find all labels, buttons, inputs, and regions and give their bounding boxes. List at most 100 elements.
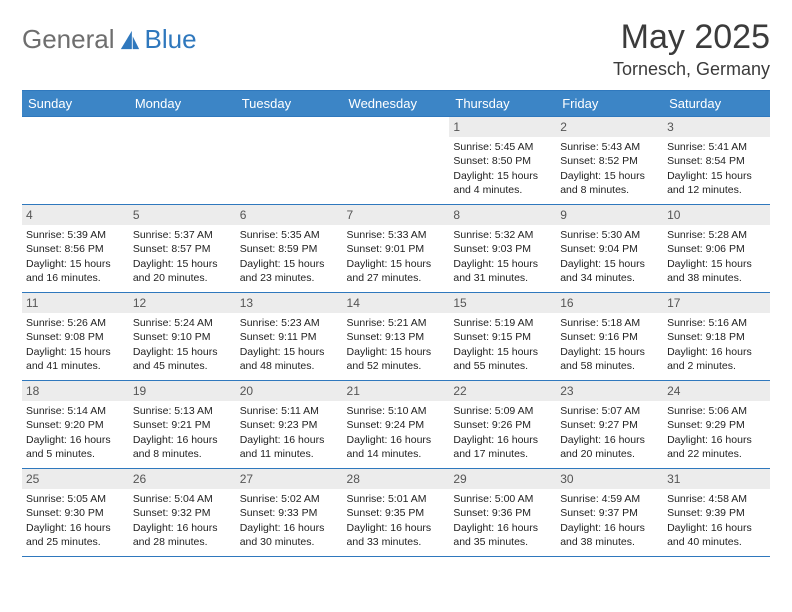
sunset-line: Sunset: 9:11 PM: [240, 330, 339, 344]
daylight-line: Daylight: 15 hours and 8 minutes.: [560, 169, 659, 197]
sunrise-line: Sunrise: 5:06 AM: [667, 404, 766, 418]
sunrise-line: Sunrise: 5:23 AM: [240, 316, 339, 330]
sunrise-line: Sunrise: 5:04 AM: [133, 492, 232, 506]
sunrise-line: Sunrise: 5:09 AM: [453, 404, 552, 418]
calendar-cell: 15 Sunrise: 5:19 AMSunset: 9:15 PMDayligh…: [449, 293, 556, 381]
day-number: 14: [343, 293, 450, 313]
daylight-line: Daylight: 16 hours and 2 minutes.: [667, 345, 766, 373]
sunset-line: Sunset: 8:52 PM: [560, 154, 659, 168]
sunset-line: Sunset: 9:16 PM: [560, 330, 659, 344]
sunrise-line: Sunrise: 5:28 AM: [667, 228, 766, 242]
calendar-cell: 16 Sunrise: 5:18 AMSunset: 9:16 PMDayligh…: [556, 293, 663, 381]
day-number: 5: [129, 205, 236, 225]
day-number: 9: [556, 205, 663, 225]
calendar-cell: 22Sunrise: 5:09 AMSunset: 9:26 PMDayligh…: [449, 381, 556, 469]
day-number: 24: [663, 381, 770, 401]
daylight-line: Daylight: 16 hours and 8 minutes.: [133, 433, 232, 461]
sunset-line: Sunset: 9:13 PM: [347, 330, 446, 344]
day-number: 8: [449, 205, 556, 225]
day-number: 22: [449, 381, 556, 401]
day-number: 26: [129, 469, 236, 489]
sunset-line: Sunset: 9:21 PM: [133, 418, 232, 432]
sunset-line: Sunset: 9:01 PM: [347, 242, 446, 256]
weekday-header: Friday: [556, 91, 663, 117]
calendar-cell: 2Sunrise: 5:43 AMSunset: 8:52 PMDaylight…: [556, 117, 663, 205]
day-number: 17: [663, 293, 770, 313]
day-number: 30: [556, 469, 663, 489]
daylight-line: Daylight: 15 hours and 16 minutes.: [26, 257, 125, 285]
daylight-line: Daylight: 15 hours and 12 minutes.: [667, 169, 766, 197]
day-number: 20: [236, 381, 343, 401]
sunrise-line: Sunrise: 5:01 AM: [347, 492, 446, 506]
logo: General Blue: [22, 24, 197, 55]
sunrise-line: Sunrise: 5:00 AM: [453, 492, 552, 506]
daylight-line: Daylight: 16 hours and 5 minutes.: [26, 433, 125, 461]
sunrise-line: Sunrise: 5:07 AM: [560, 404, 659, 418]
calendar-cell: 29Sunrise: 5:00 AMSunset: 9:36 PMDayligh…: [449, 469, 556, 557]
calendar-table: Sunday Monday Tuesday Wednesday Thursday…: [22, 90, 770, 557]
daylight-line: Daylight: 15 hours and 4 minutes.: [453, 169, 552, 197]
calendar-cell: 13Sunrise: 5:23 AMSunset: 9:11 PMDayligh…: [236, 293, 343, 381]
daylight-line: Daylight: 16 hours and 22 minutes.: [667, 433, 766, 461]
sunrise-line: Sunrise: 5:11 AM: [240, 404, 339, 418]
calendar-cell: 7Sunrise: 5:33 AMSunset: 9:01 PMDaylight…: [343, 205, 450, 293]
sunset-line: Sunset: 9:23 PM: [240, 418, 339, 432]
sunset-line: Sunset: 8:54 PM: [667, 154, 766, 168]
daylight-line: Daylight: 15 hours and 27 minutes.: [347, 257, 446, 285]
sunrise-line: Sunrise: 5:13 AM: [133, 404, 232, 418]
day-number: 1: [449, 117, 556, 137]
daylight-line: Daylight: 16 hours and 25 minutes.: [26, 521, 125, 549]
day-number: [22, 117, 129, 137]
calendar-row: 18Sunrise: 5:14 AMSunset: 9:20 PMDayligh…: [22, 381, 770, 469]
sunset-line: Sunset: 9:18 PM: [667, 330, 766, 344]
calendar-cell: 20Sunrise: 5:11 AMSunset: 9:23 PMDayligh…: [236, 381, 343, 469]
day-number: 2: [556, 117, 663, 137]
sunrise-line: Sunrise: 5:45 AM: [453, 140, 552, 154]
daylight-line: Daylight: 15 hours and 45 minutes.: [133, 345, 232, 373]
day-number: [343, 117, 450, 137]
calendar-cell: 28Sunrise: 5:01 AMSunset: 9:35 PMDayligh…: [343, 469, 450, 557]
sunset-line: Sunset: 9:36 PM: [453, 506, 552, 520]
day-number: 13: [236, 293, 343, 313]
sunset-line: Sunset: 9:37 PM: [560, 506, 659, 520]
day-number: 25: [22, 469, 129, 489]
sunset-line: Sunset: 9:27 PM: [560, 418, 659, 432]
sunset-line: Sunset: 9:26 PM: [453, 418, 552, 432]
calendar-cell: 31Sunrise: 4:58 AMSunset: 9:39 PMDayligh…: [663, 469, 770, 557]
weekday-header: Tuesday: [236, 91, 343, 117]
sunrise-line: Sunrise: 5:26 AM: [26, 316, 125, 330]
calendar-cell: 17Sunrise: 5:16 AMSunset: 9:18 PMDayligh…: [663, 293, 770, 381]
daylight-line: Daylight: 15 hours and 58 minutes.: [560, 345, 659, 373]
sunrise-line: Sunrise: 5:18 AM: [560, 316, 659, 330]
day-number: 3: [663, 117, 770, 137]
calendar-cell: [22, 117, 129, 205]
daylight-line: Daylight: 16 hours and 35 minutes.: [453, 521, 552, 549]
day-number: [236, 117, 343, 137]
calendar-cell: 30Sunrise: 4:59 AMSunset: 9:37 PMDayligh…: [556, 469, 663, 557]
day-number: 15: [449, 293, 556, 313]
daylight-line: Daylight: 16 hours and 28 minutes.: [133, 521, 232, 549]
weekday-header: Wednesday: [343, 91, 450, 117]
sunset-line: Sunset: 8:50 PM: [453, 154, 552, 168]
day-number: 16: [556, 293, 663, 313]
weekday-header: Thursday: [449, 91, 556, 117]
sunrise-line: Sunrise: 5:02 AM: [240, 492, 339, 506]
header: General Blue May 2025 Tornesch, Germany: [22, 18, 770, 80]
sunrise-line: Sunrise: 5:14 AM: [26, 404, 125, 418]
day-number: 19: [129, 381, 236, 401]
sunrise-line: Sunrise: 5:37 AM: [133, 228, 232, 242]
calendar-row: 25Sunrise: 5:05 AMSunset: 9:30 PMDayligh…: [22, 469, 770, 557]
daylight-line: Daylight: 15 hours and 55 minutes.: [453, 345, 552, 373]
sunrise-line: Sunrise: 5:10 AM: [347, 404, 446, 418]
weekday-header: Monday: [129, 91, 236, 117]
daylight-line: Daylight: 15 hours and 23 minutes.: [240, 257, 339, 285]
logo-text-blue: Blue: [145, 24, 197, 55]
sunset-line: Sunset: 9:15 PM: [453, 330, 552, 344]
calendar-cell: 10Sunrise: 5:28 AMSunset: 9:06 PMDayligh…: [663, 205, 770, 293]
calendar-row: 1Sunrise: 5:45 AMSunset: 8:50 PMDaylight…: [22, 117, 770, 205]
sunset-line: Sunset: 9:39 PM: [667, 506, 766, 520]
day-number: 10: [663, 205, 770, 225]
calendar-cell: 27Sunrise: 5:02 AMSunset: 9:33 PMDayligh…: [236, 469, 343, 557]
sunrise-line: Sunrise: 5:19 AM: [453, 316, 552, 330]
daylight-line: Daylight: 16 hours and 33 minutes.: [347, 521, 446, 549]
